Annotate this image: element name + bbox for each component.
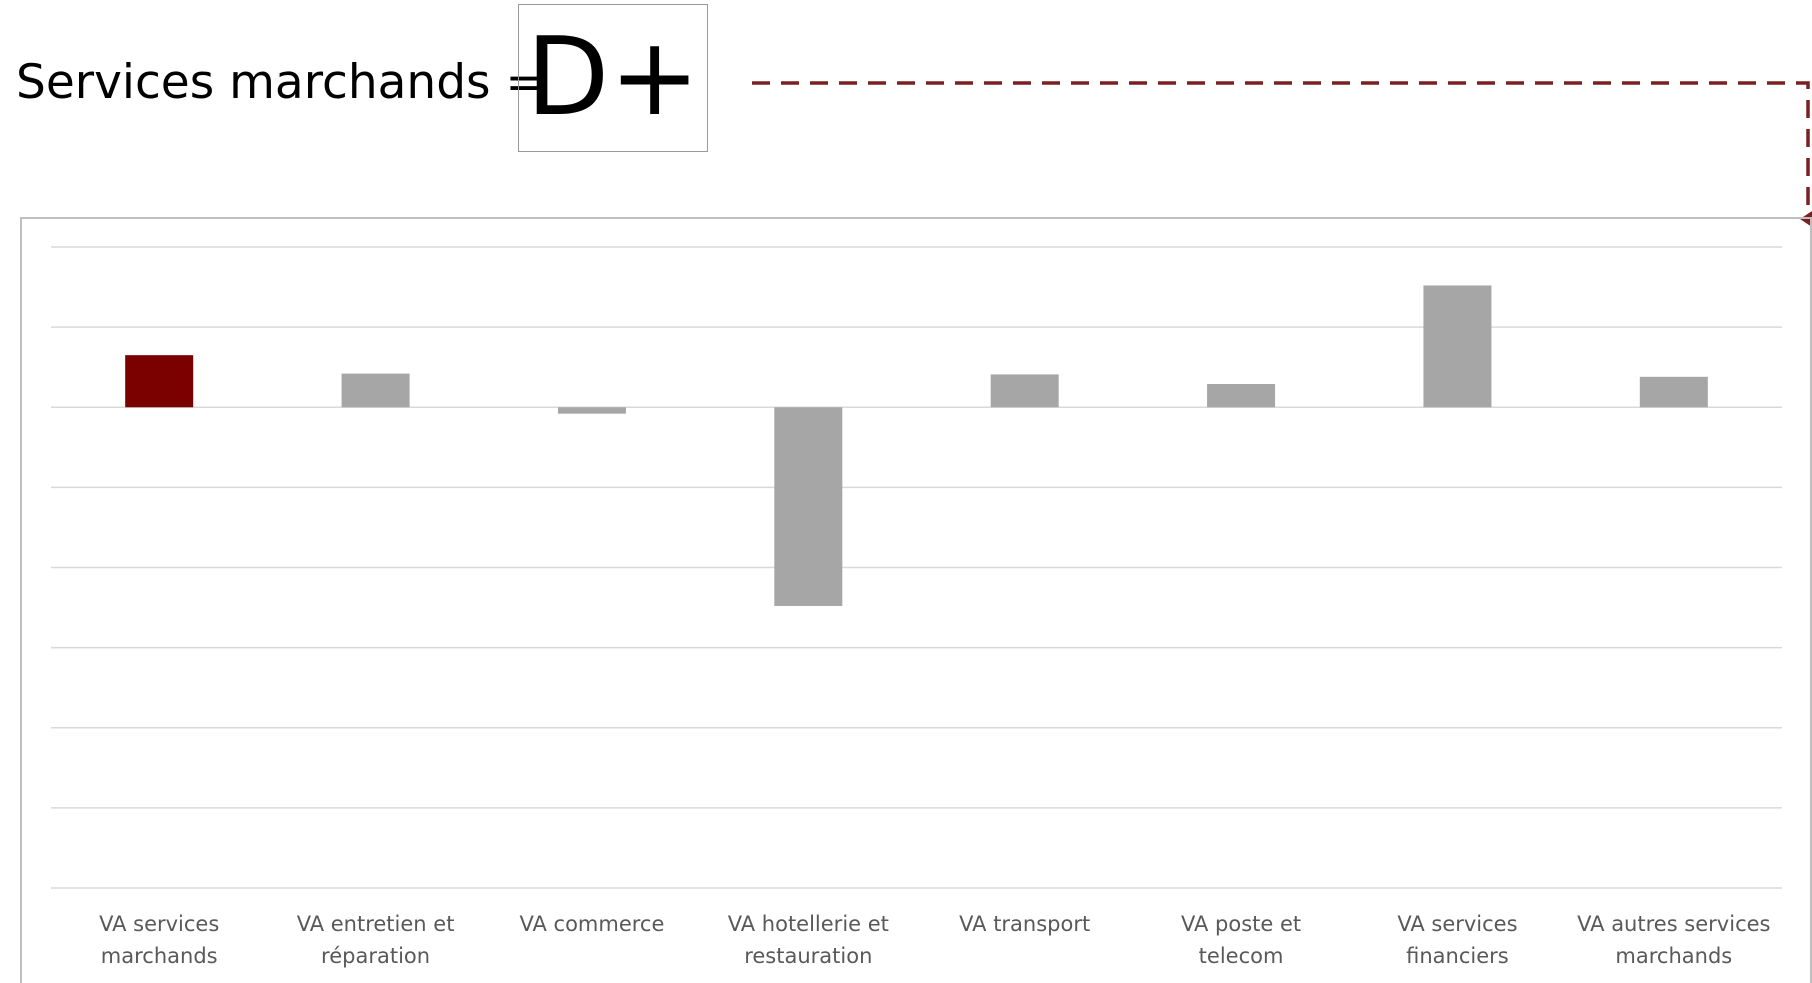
category-label-7: VA autres services marchands xyxy=(1577,912,1770,968)
bar-4 xyxy=(990,374,1059,408)
category-label-1: VA entretien et réparation xyxy=(297,912,455,968)
category-label-2: VA commerce xyxy=(519,912,664,936)
category-label-4: VA transport xyxy=(959,912,1090,936)
category-label-line: restauration xyxy=(744,944,872,968)
bar-6 xyxy=(1423,285,1492,408)
category-label-0: VA services marchands xyxy=(99,912,219,968)
category-label-line: VA services xyxy=(99,912,219,936)
connector-dashed-line xyxy=(752,81,1810,218)
bar-7 xyxy=(1639,376,1708,408)
category-label-5: VA poste et telecom xyxy=(1181,912,1301,968)
category-label-line: VA entretien et xyxy=(297,912,455,936)
grade-value: D+ xyxy=(526,15,700,140)
category-label-line: telecom xyxy=(1199,944,1284,968)
category-label-line: VA commerce xyxy=(519,912,664,936)
bar-0 xyxy=(125,355,194,408)
grade-box: D+ xyxy=(518,4,708,152)
bar-3 xyxy=(774,407,843,606)
category-labels: VA services marchands VA entretien et répar… xyxy=(99,912,1770,968)
category-label-line: réparation xyxy=(321,944,430,968)
category-label-line: VA poste et xyxy=(1181,912,1301,936)
chart-frame xyxy=(20,217,1812,983)
category-label-line: VA autres services xyxy=(1577,912,1770,936)
gridlines xyxy=(51,246,1782,889)
category-label-3: VA hotellerie et restauration xyxy=(728,912,889,968)
category-label-line: VA services xyxy=(1397,912,1517,936)
header-label: Services marchands = xyxy=(16,55,545,110)
bars xyxy=(125,285,1708,606)
category-label-line: marchands xyxy=(101,944,218,968)
bar-2 xyxy=(557,407,626,414)
bar-1 xyxy=(341,373,410,408)
bar-5 xyxy=(1207,384,1276,408)
category-label-6: VA services financiers xyxy=(1397,912,1517,968)
category-label-line: VA hotellerie et xyxy=(728,912,889,936)
category-label-line: financiers xyxy=(1406,944,1509,968)
category-label-line: VA transport xyxy=(959,912,1090,936)
category-label-line: marchands xyxy=(1615,944,1732,968)
